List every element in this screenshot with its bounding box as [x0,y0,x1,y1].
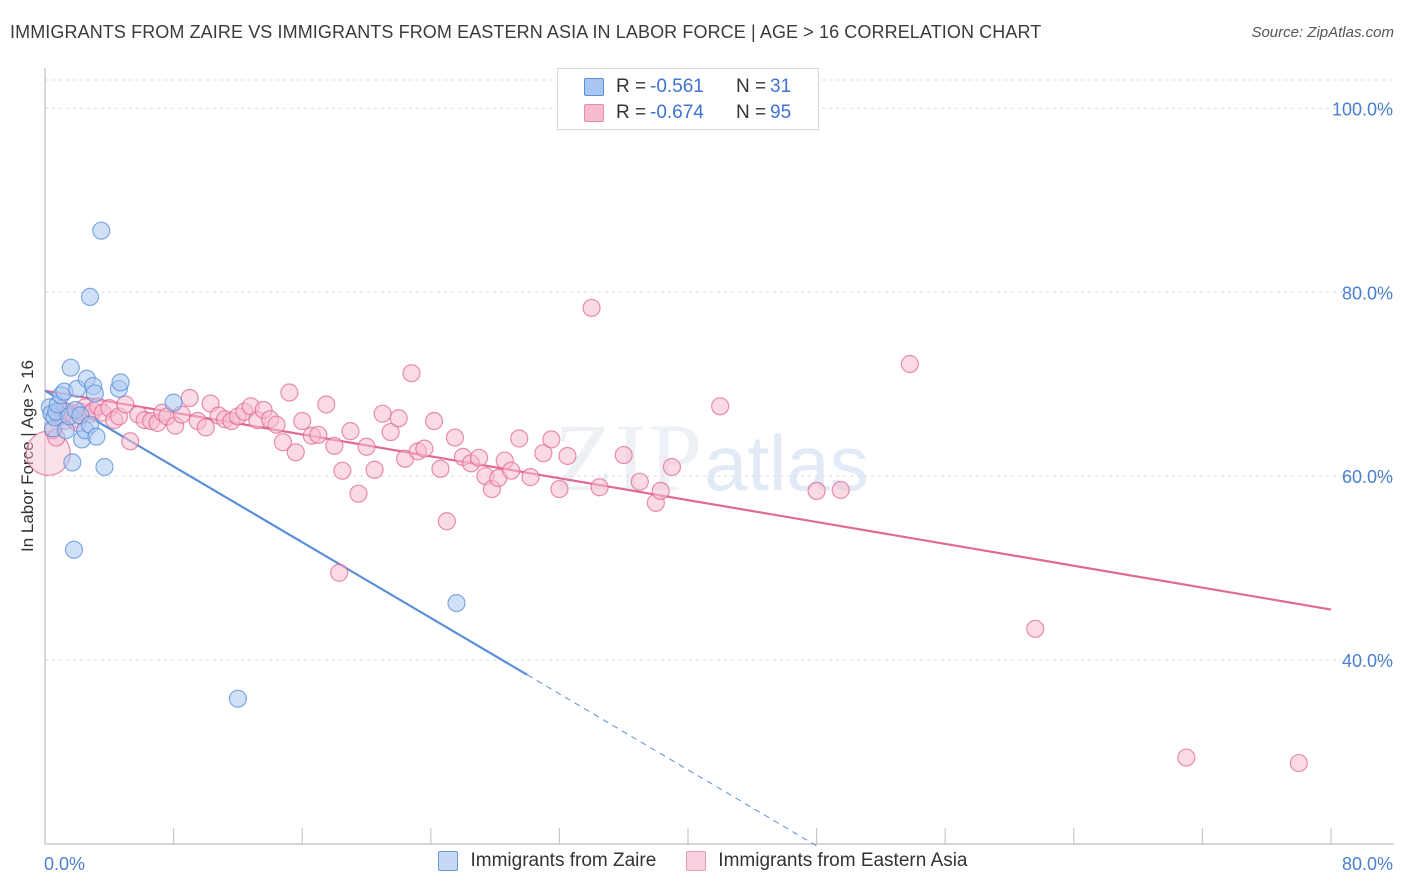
legend-r-value-zaire: -0.561 [650,76,704,97]
data-point-zaire [164,393,183,412]
data-point-eastern-asia [381,422,400,442]
data-point-zaire [111,373,130,392]
data-point-eastern-asia [365,460,384,479]
data-point-eastern-asia [180,388,199,408]
data-point-eastern-asia [373,404,392,423]
data-point-eastern-asia [469,448,489,467]
series-label-eastern-asia: Immigrants from Eastern Asia [718,850,968,871]
y-tick-label: 60.0% [1342,467,1393,487]
series-swatch-eastern-asia [686,851,707,871]
data-point-eastern-asia [349,484,368,503]
data-point-zaire [63,453,82,472]
data-point-eastern-asia [1026,619,1045,638]
trend-lines [44,389,1332,847]
data-point-eastern-asia [582,298,601,318]
y-tick-label: 40.0% [1342,651,1393,671]
legend-n-label: N = [736,76,767,97]
legend-swatch-eastern-asia [584,104,604,122]
data-point-eastern-asia [831,480,850,500]
data-point-eastern-asia [196,418,215,437]
data-point-eastern-asia [521,468,540,487]
x-tick-labels: 0.0% 80.0% [44,854,1393,874]
data-point-eastern-asia [1289,753,1308,773]
legend-row-zaire: R = -0.561 N = 31 [584,74,791,100]
data-point-eastern-asia [330,563,349,582]
data-point-eastern-asia [534,444,553,463]
x-tick-label-max: 80.0% [1342,854,1393,874]
x-tick-label-min: 0.0% [44,854,85,874]
y-tick-label: 80.0% [1342,283,1393,303]
data-point-eastern-asia [273,433,293,452]
watermark: ZIPatlas [554,402,869,513]
data-point-eastern-asia [445,428,465,447]
data-point-eastern-asia [402,364,421,383]
series-legend: Immigrants from Zaire Immigrants from Ea… [0,850,1406,872]
data-point-eastern-asia [280,383,299,402]
data-point-zaire [80,287,100,306]
data-point-eastern-asia [542,430,561,449]
data-points [25,221,1308,773]
data-point-eastern-asia [431,459,450,478]
data-point-eastern-asia [121,432,140,451]
data-point-eastern-asia [510,429,529,448]
data-point-zaire [85,384,104,403]
data-point-eastern-asia [309,425,328,444]
series-label-zaire: Immigrants from Zaire [470,850,657,871]
data-point-zaire [61,358,80,377]
legend-n-value-zaire: 31 [770,76,792,97]
data-point-eastern-asia [614,445,633,465]
data-point-zaire [447,593,466,613]
chart-title: IMMIGRANTS FROM ZAIRE VS IMMIGRANTS FROM… [10,22,1042,42]
data-point-eastern-asia [424,411,444,431]
data-point-eastern-asia [711,397,730,416]
legend-n-label: N = [736,102,767,123]
source-credit: Source: ZipAtlas.com [1251,24,1394,41]
data-point-eastern-asia [389,409,408,428]
data-point-eastern-asia [437,512,456,531]
grid-lines [45,79,1394,661]
legend-r-label: R = [616,102,647,123]
series-legend-item-zaire[interactable]: Immigrants from Zaire [438,850,656,872]
data-point-eastern-asia [357,437,376,456]
data-point-eastern-asia [807,481,826,501]
data-point-zaire [95,457,114,477]
data-point-eastern-asia [651,481,670,501]
data-point-eastern-asia [267,415,286,434]
legend-r-label: R = [616,76,647,97]
data-point-eastern-asia [415,439,434,458]
y-tick-label: 100.0% [1332,99,1393,119]
data-point-zaire [92,221,111,240]
legend-row-eastern-asia: R = -0.674 N = 95 [584,100,791,126]
data-point-eastern-asia [550,479,569,499]
data-point-eastern-asia [341,422,360,441]
data-point-eastern-asia [333,461,352,480]
series-swatch-zaire [438,851,459,871]
data-point-eastern-asia [630,472,649,491]
data-point-eastern-asia [116,395,135,414]
legend-swatch-zaire [584,78,604,96]
data-point-eastern-asia [662,457,682,477]
data-point-eastern-asia [325,436,344,455]
axes [44,68,1394,845]
data-point-eastern-asia [293,411,312,431]
legend-r-value-eastern-asia: -0.674 [650,102,704,123]
data-point-zaire [87,427,106,446]
data-point-zaire [228,689,247,708]
data-point-eastern-asia [317,395,336,414]
data-point-zaire [64,540,84,559]
series-legend-item-eastern-asia[interactable]: Immigrants from Eastern Asia [686,850,968,872]
data-point-eastern-asia [900,354,919,374]
stats-legend: R = -0.561 N = 31 R = -0.674 N = 95 [557,68,819,130]
data-point-eastern-asia [1177,748,1196,767]
data-point-eastern-asia [286,443,305,462]
data-point-eastern-asia [558,446,577,466]
data-point-eastern-asia [502,461,521,480]
data-point-eastern-asia [590,478,609,497]
trend-line-zaire-extension [526,674,817,847]
legend-n-value-eastern-asia: 95 [770,102,792,123]
y-tick-labels: 40.0% 60.0% 80.0% 100.0% [1332,99,1393,671]
